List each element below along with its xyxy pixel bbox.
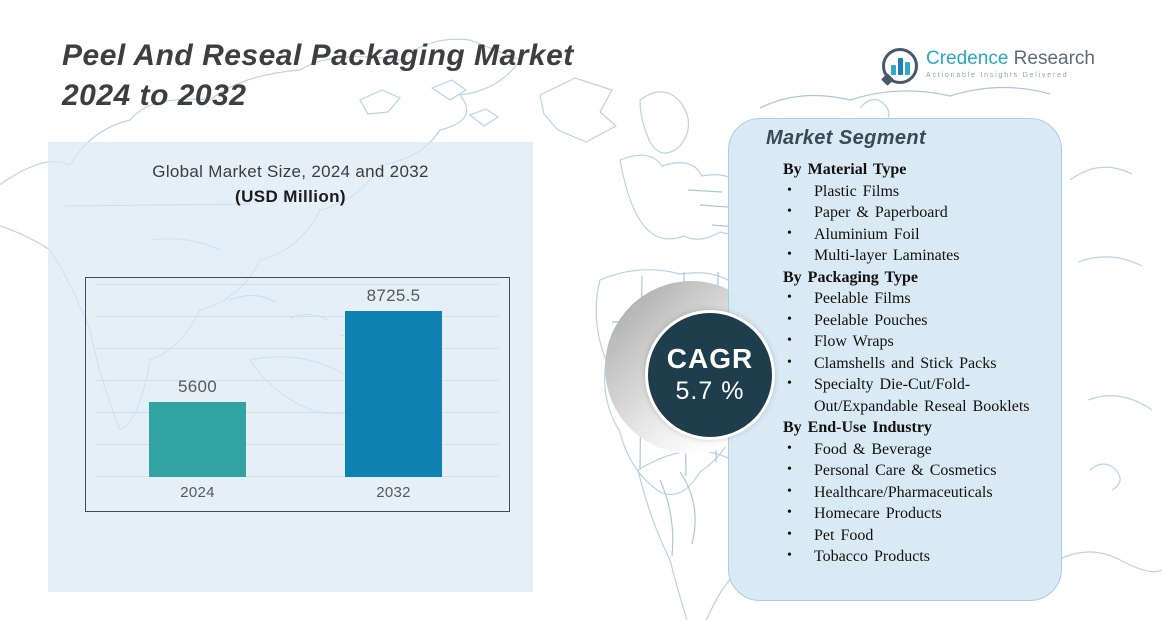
logo-tagline: Actionable Insights Delivered (926, 72, 1069, 79)
bullet-icon: • (787, 247, 792, 262)
bullet-icon: • (787, 440, 792, 456)
bullet-icon: • (787, 462, 792, 477)
bullet-icon: • (787, 204, 792, 219)
segment-item: • Pet Food (783, 525, 1045, 547)
segment-item-label: Aluminium Foil (814, 225, 920, 243)
bar-group: 5600 2024 (149, 377, 246, 501)
segment-item: • Clamshells and Stick Packs (783, 353, 1045, 375)
segment-item: • Specialty Die-Cut/Fold-Out/Expandable R… (783, 374, 1045, 417)
segment-item: • Healthcare/Pharmaceuticals (783, 482, 1045, 504)
segment-item-label: Paper & Paperboard (814, 204, 948, 221)
logo-text: Credence Research Actionable Insights De… (926, 48, 1095, 79)
bullet-icon: • (787, 225, 792, 241)
segment-item-label: Peelable Films (814, 290, 911, 307)
bullet-icon: • (787, 376, 792, 391)
bar-value-label: 5600 (177, 377, 218, 396)
bullet-icon: • (787, 505, 792, 520)
chart-panel: Global Market Size, 2024 and 2032 (USD M… (48, 142, 533, 592)
segment-list: By Material Type • Plastic Films • Paper & P… (783, 159, 1045, 568)
brand-name-primary: Credence (926, 48, 1009, 69)
credence-research-logo: Credence Research Actionable Insights De… (882, 48, 1095, 84)
bar-2032 (345, 311, 442, 477)
brand-name-secondary: Research (1013, 48, 1095, 69)
segment-item: • Plastic Films (783, 181, 1045, 203)
segment-group-heading: By Material Type (783, 161, 907, 178)
cagr-value: 5.7 % (675, 377, 745, 405)
segment-item-label: Personal Care & Cosmetics (814, 462, 997, 479)
bar-value-label: 8725.5 (366, 286, 421, 305)
bar-2024 (149, 402, 246, 477)
bar-chart: 5600 2024 8725.5 2032 (85, 277, 510, 512)
segment-group-heading: By Packaging Type (783, 268, 918, 286)
segment-item-label: Clamshells and Stick Packs (814, 354, 997, 372)
segment-item-label: Peelable Pouches (814, 311, 928, 329)
page-title-line2: 2024 to 2032 (62, 79, 247, 112)
segment-item-label: Plastic Films (814, 182, 900, 200)
chart-title-line2: (USD Million) (235, 187, 346, 206)
bullet-icon: • (787, 354, 792, 370)
logo-bar-icon (890, 65, 896, 75)
segment-item: • Homecare Products (783, 503, 1045, 525)
bullet-icon: • (787, 311, 792, 327)
x-axis-label: 2032 (376, 484, 411, 501)
logo-bar-icon (904, 62, 910, 75)
segment-item-label: Flow Wraps (814, 333, 894, 350)
segment-item-label: Multi-layer Laminates (814, 247, 960, 264)
segment-item-label: Specialty Die-Cut/Fold-Out/Expandable Re… (814, 376, 1030, 415)
page-title: Peel And Reseal Packaging Market 2024 to… (62, 36, 574, 116)
page-title-line1: Peel And Reseal Packaging Market (62, 39, 574, 72)
segment-item-label: Healthcare/Pharmaceuticals (814, 483, 993, 501)
segment-panel-title: Market Segment (766, 127, 927, 149)
chart-title-line1: Global Market Size, 2024 and 2032 (152, 162, 429, 181)
cagr-label: CAGR (666, 343, 754, 374)
segment-item: • Food & Beverage (783, 439, 1045, 461)
x-axis-label: 2024 (180, 484, 215, 501)
segment-item-label: Pet Food (814, 526, 874, 544)
market-segment-panel: Market Segment By Material Type • Plastic … (728, 118, 1062, 601)
bar-group: 8725.5 2032 (345, 286, 442, 501)
segment-item: • Paper & Paperboard (783, 202, 1045, 224)
segment-item: • Tobacco Products (783, 546, 1045, 568)
logo-bar-icon (897, 58, 903, 75)
chart-title: Global Market Size, 2024 and 2032 (USD M… (48, 162, 533, 207)
segment-item-label: Food & Beverage (814, 440, 932, 458)
segment-item-label: Tobacco Products (814, 548, 930, 565)
cagr-badge: CAGR 5.7 % (645, 310, 775, 440)
segment-item: • Peelable Pouches (783, 310, 1045, 332)
segment-item-label: Homecare Products (814, 505, 942, 522)
segment-item: • Multi-layer Laminates (783, 245, 1045, 267)
bullet-icon: • (787, 333, 792, 348)
bullet-icon: • (787, 548, 792, 563)
segment-item: • Peelable Films (783, 288, 1045, 310)
segment-item: • Flow Wraps (783, 331, 1045, 353)
bullet-icon: • (787, 182, 792, 198)
bullet-icon: • (787, 290, 792, 305)
segment-group-heading: By End-Use Industry (783, 419, 932, 436)
segment-item: • Aluminium Foil (783, 224, 1045, 246)
bullet-icon: • (787, 483, 792, 499)
segment-item: • Personal Care & Cosmetics (783, 460, 1045, 482)
bar-chart-bubble-icon (882, 48, 918, 84)
bullet-icon: • (787, 526, 792, 542)
